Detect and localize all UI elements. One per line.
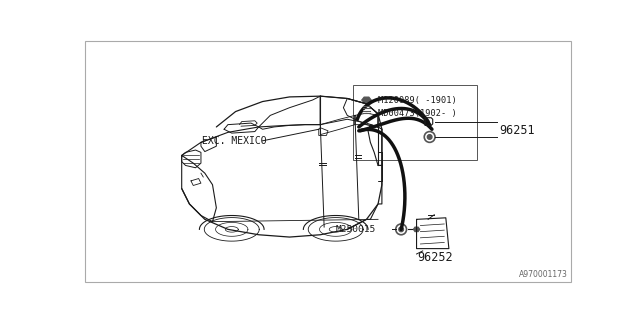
Polygon shape (362, 97, 371, 103)
Text: M120089( -1901): M120089( -1901) (378, 95, 457, 105)
Bar (353, 84, 477, 160)
Text: EXC. MEXICO: EXC. MEXICO (202, 136, 266, 146)
Polygon shape (413, 227, 420, 231)
Text: MD00473(1902- ): MD00473(1902- ) (378, 108, 457, 117)
Text: 96252: 96252 (417, 251, 453, 264)
Circle shape (428, 135, 432, 139)
Circle shape (399, 227, 403, 232)
Text: 96251: 96251 (500, 124, 535, 137)
Text: A970001173: A970001173 (520, 270, 568, 279)
Text: M250015: M250015 (336, 225, 376, 234)
